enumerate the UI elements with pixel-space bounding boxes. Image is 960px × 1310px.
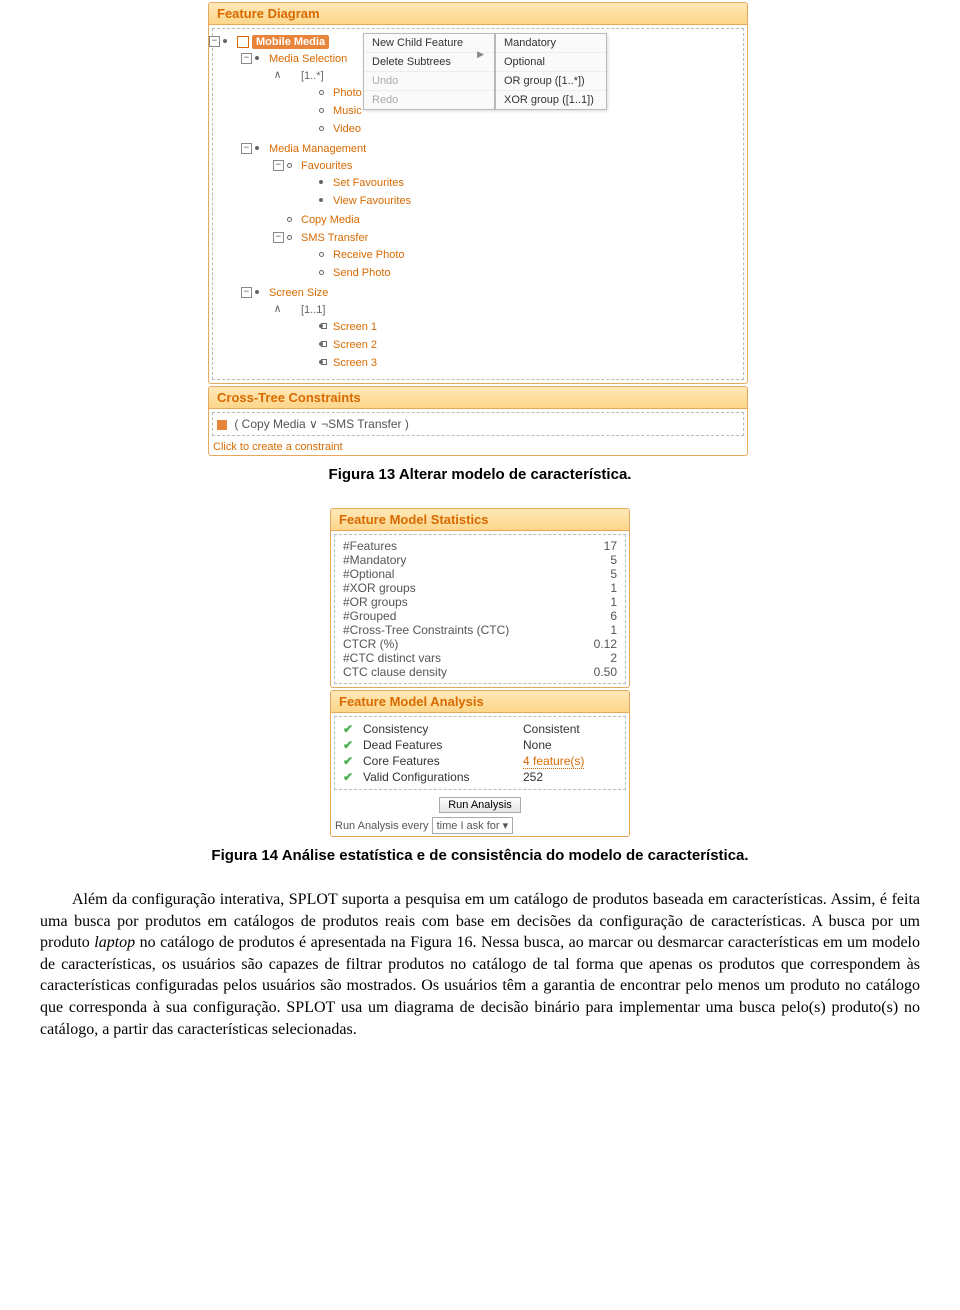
stat-row: #XOR groups1 — [339, 581, 621, 595]
panel-header: Feature Diagram — [209, 3, 747, 25]
stat-row: #Mandatory5 — [339, 553, 621, 567]
stat-row: #Features17 — [339, 539, 621, 553]
analysis-row: ✔Valid Configurations252 — [339, 769, 621, 785]
body-paragraph: Além da configuração interativa, SPLOT s… — [40, 889, 920, 1040]
menu-item: Redo — [364, 91, 494, 109]
analysis-value-link[interactable]: 4 feature(s) — [523, 754, 584, 769]
tree-node[interactable]: Screen 3 — [319, 354, 739, 372]
menu-item[interactable]: XOR group ([1..1]) — [496, 91, 606, 109]
context-submenu[interactable]: MandatoryOptionalOR group ([1..*])XOR gr… — [495, 33, 607, 110]
check-icon: ✔ — [343, 722, 363, 736]
tree-node[interactable]: Send Photo — [319, 264, 739, 282]
tree-node[interactable]: Media Management−Favourites−Set Favourit… — [255, 140, 739, 284]
tree-node[interactable]: Screen Size−[1..1]∧Screen 1Screen 2Scree… — [255, 284, 739, 374]
analysis-row: ✔Core Features4 feature(s) — [339, 753, 621, 769]
run-analysis-button[interactable]: Run Analysis — [439, 797, 521, 813]
tree-node[interactable]: Receive Photo — [319, 246, 739, 264]
stat-row: #Cross-Tree Constraints (CTC)1 — [339, 623, 621, 637]
menu-item[interactable]: Optional — [496, 53, 606, 72]
tree-node[interactable]: Screen 1 — [319, 318, 739, 336]
figure-caption: Figura 14 Análise estatística e de consi… — [0, 847, 960, 864]
feature-diagram-panel: Feature Diagram −Mobile MediaMedia Selec… — [208, 2, 748, 456]
stat-row: CTCR (%)0.12 — [339, 637, 621, 651]
run-analysis-select[interactable]: time I ask for — [432, 817, 514, 834]
context-menu[interactable]: New Child Feature▶Delete SubtreesUndoRed… — [363, 33, 495, 110]
check-icon: ✔ — [343, 770, 363, 784]
cross-tree-constraints-panel: Cross-Tree Constraints ( Copy Media ∨ ¬S… — [208, 386, 748, 456]
panel-header: Feature Model Analysis — [331, 691, 629, 713]
feature-model-analysis-panel: Feature Model Analysis ✔ConsistencyConsi… — [330, 690, 630, 837]
tree-node[interactable]: Set Favourites — [319, 174, 739, 192]
figure-caption: Figura 13 Alterar modelo de característi… — [0, 466, 960, 483]
check-icon: ✔ — [343, 754, 363, 768]
constraint-icon — [217, 420, 227, 430]
tree-node[interactable]: Favourites−Set FavouritesView Favourites — [287, 157, 739, 211]
tree-node[interactable]: Screen 2 — [319, 336, 739, 354]
constraint-expression: ( Copy Media ∨ ¬SMS Transfer ) — [234, 417, 409, 431]
tree-node[interactable]: View Favourites — [319, 192, 739, 210]
create-constraint-link[interactable]: Click to create a constraint — [209, 439, 747, 455]
check-icon: ✔ — [343, 738, 363, 752]
analysis-row: ✔Dead FeaturesNone — [339, 737, 621, 753]
stat-row: #Optional5 — [339, 567, 621, 581]
panel-header: Feature Model Statistics — [331, 509, 629, 531]
stat-row: CTC clause density0.50 — [339, 665, 621, 679]
run-analysis-label: Run Analysis every — [335, 820, 429, 832]
menu-item[interactable]: Delete Subtrees — [364, 53, 494, 72]
tree-node[interactable]: Copy Media — [287, 211, 739, 229]
menu-item[interactable]: Mandatory — [496, 34, 606, 53]
menu-item[interactable]: New Child Feature▶ — [364, 34, 494, 53]
stat-row: #OR groups1 — [339, 595, 621, 609]
tree-node[interactable]: SMS Transfer−Receive PhotoSend Photo — [287, 229, 739, 283]
panel-header: Cross-Tree Constraints — [209, 387, 747, 409]
analysis-row: ✔ConsistencyConsistent — [339, 721, 621, 737]
feature-model-statistics-panel: Feature Model Statistics #Features17#Man… — [330, 508, 630, 837]
stat-row: #Grouped6 — [339, 609, 621, 623]
menu-item[interactable]: OR group ([1..*]) — [496, 72, 606, 91]
tree-node[interactable]: Video — [319, 120, 739, 138]
stat-row: #CTC distinct vars2 — [339, 651, 621, 665]
menu-item: Undo — [364, 72, 494, 91]
tree-node[interactable]: [1..1]∧Screen 1Screen 2Screen 3 — [287, 301, 739, 373]
